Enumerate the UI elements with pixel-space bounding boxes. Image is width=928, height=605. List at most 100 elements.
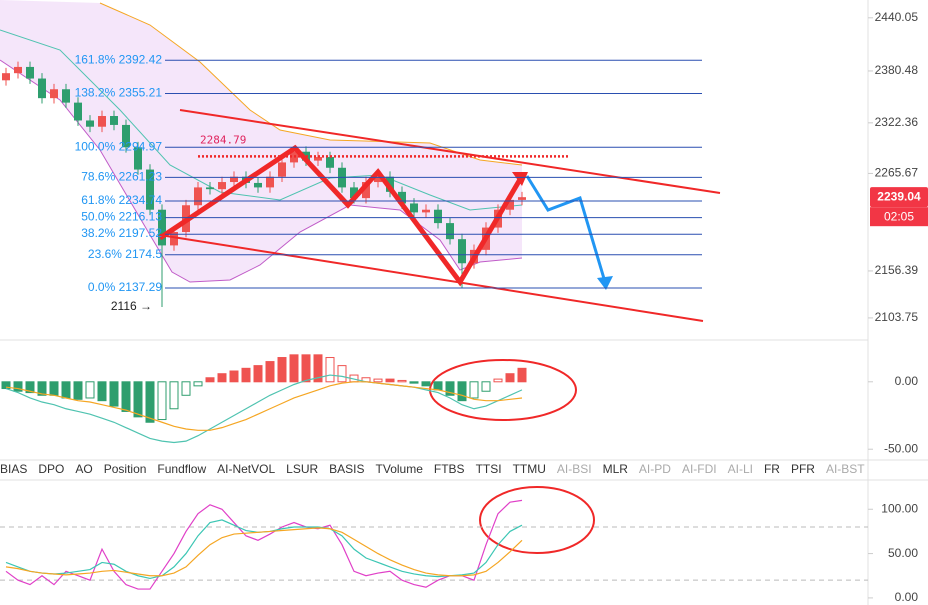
histogram-bar [265,361,275,383]
histogram-bar [121,381,131,412]
histogram-bar [229,370,239,383]
candle-body [398,191,406,204]
histogram-bar [337,365,347,383]
candle-body [158,209,166,246]
fib-price: 2197.52 [119,226,163,240]
indicator-tab[interactable]: DPO [38,462,64,476]
fib-ratio: 100.0% [75,139,116,153]
fib-label: 0.0% 2137.29 [88,280,162,294]
countdown-box [870,207,928,227]
indicator-tab[interactable]: AI-LI [728,462,753,476]
indicator-tab[interactable]: LSUR [286,462,318,476]
candle-body [26,66,34,79]
histogram-bar [397,379,407,383]
candle-body [446,223,454,240]
fib-label: 38.2% 2197.52 [81,226,162,240]
candle-body [254,182,262,188]
candle-body [506,199,514,210]
indicator-tab[interactable]: TTMU [513,462,546,476]
arrow-head [597,276,613,290]
fib-price: 2174.5 [125,247,162,261]
indicator-tab[interactable]: AI-BST [826,462,865,476]
y-tick-label: 2322.36 [875,115,919,129]
band-middle [0,29,523,211]
histogram-bar [169,381,179,410]
fib-label: 50.0% 2216.13 [81,210,162,224]
histogram-bar [217,373,227,383]
candle-body [38,78,46,99]
highlight-circle [479,486,595,554]
histogram-bar [421,381,431,387]
y-tick-label: -50.00 [884,441,918,455]
candle-body [326,157,334,168]
histogram-bar [493,378,503,383]
indicator-tab[interactable]: BIAS [0,462,27,476]
last-price: 2239.04 [877,189,921,203]
candle-body [62,89,70,103]
indicator-tab[interactable]: Position [104,462,147,476]
indicator-tab[interactable]: PFR [791,462,815,476]
indicator-tab[interactable]: FR [764,462,780,476]
histogram-bar [517,367,527,383]
histogram-bar [301,354,311,383]
fib-ratio: 138.2% [75,86,116,100]
candle-body [14,66,22,74]
fib-ratio: 161.8% [75,52,116,66]
indicator-tab[interactable]: FTBS [434,462,465,476]
candle-body [278,162,286,177]
candle-body [206,187,214,190]
histogram-bar [97,381,107,402]
candle-body [194,187,202,206]
fib-label: 161.8% 2392.42 [75,52,163,66]
zigzag-arrow [158,144,525,287]
y-tick-label: 2103.75 [875,310,919,324]
histogram-bar [133,381,143,418]
histogram-bar [289,354,299,383]
indicator-tab[interactable]: MLR [603,462,629,476]
candle-body [362,182,370,199]
indicator-tab[interactable]: AI-PD [639,462,671,476]
fib-label: 23.6% 2174.5 [88,247,162,261]
channel-upper [179,109,721,194]
fib-label: 138.2% 2355.21 [75,86,163,100]
histogram-bar [13,381,23,392]
fib-price: 2216.13 [119,210,163,224]
indicator-line [5,381,523,431]
indicator-tab[interactable]: Fundflow [157,462,206,476]
highlight-circle [429,359,577,421]
histogram-bar [505,373,515,383]
candle-body [98,116,106,127]
indicator-tab[interactable]: BASIS [329,462,364,476]
candle-body [266,176,274,188]
candle-body [230,176,238,183]
y-tick-label: 100.00 [881,501,918,515]
fib-label: 100.0% 2294.97 [75,139,163,153]
fib-ratio: 23.6% [88,247,122,261]
indicator-tab[interactable]: AI-FDI [682,462,717,476]
candle-body [146,169,154,210]
candle-body [350,187,358,199]
candle-body [410,203,418,213]
histogram-bar [409,381,419,384]
histogram-bar [109,381,119,407]
candle-body [422,209,430,213]
indicator-tab[interactable]: TVolume [376,462,424,476]
y-tick-label: 0.00 [895,590,919,604]
forecast-arrow [525,175,607,283]
y-tick-label: 2380.48 [875,63,919,77]
histogram-bar [433,381,443,391]
histogram-bar [373,378,383,383]
indicator-tab[interactable]: AO [75,462,92,476]
fib-ratio: 61.8% [81,193,115,207]
candle-body [458,239,466,264]
indicator-tab[interactable]: AI-NetVOL [217,462,275,476]
fib-price: 2392.42 [119,52,163,66]
histogram-bar [73,381,83,400]
indicator-line [5,527,523,577]
histogram-bar [61,381,71,399]
y-tick-label: 2156.39 [875,263,919,277]
fib-ratio: 38.2% [81,226,115,240]
indicator-tab[interactable]: TTSI [476,462,502,476]
candle-body [314,157,322,161]
indicator-tab[interactable]: AI-BSI [557,462,592,476]
